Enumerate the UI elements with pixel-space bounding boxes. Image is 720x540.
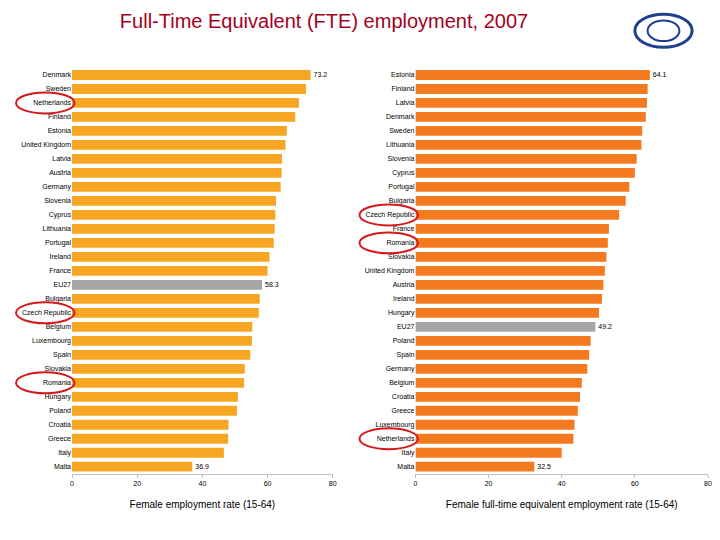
svg-text:Greece: Greece [48,435,71,442]
svg-text:73.2: 73.2 [314,71,328,78]
svg-text:Female full-time equivalent em: Female full-time equivalent employment r… [446,499,678,510]
svg-text:Finland: Finland [391,85,414,92]
svg-text:Hungary: Hungary [388,309,415,317]
svg-text:EU27: EU27 [53,281,71,288]
svg-text:Estonia: Estonia [48,127,71,134]
svg-text:United Kingdom: United Kingdom [365,267,415,275]
svg-text:France: France [393,225,415,232]
svg-text:United Kingdom: United Kingdom [21,141,71,149]
svg-text:40: 40 [198,480,206,487]
svg-text:Slovakia: Slovakia [45,365,72,372]
svg-text:Estonia: Estonia [391,71,414,78]
svg-text:20: 20 [485,480,493,487]
svg-text:Ireland: Ireland [393,295,415,302]
svg-text:Slovenia: Slovenia [388,155,415,162]
svg-text:Cyprus: Cyprus [49,211,72,219]
svg-text:Slovenia: Slovenia [44,197,71,204]
svg-text:Sweden: Sweden [389,127,414,134]
svg-text:Romania: Romania [43,379,71,386]
svg-text:Latvia: Latvia [396,99,415,106]
svg-text:0: 0 [70,480,74,487]
svg-text:80: 80 [704,480,712,487]
svg-text:Belgium: Belgium [46,323,71,331]
svg-text:Female employment rate (15-64): Female employment rate (15-64) [130,499,276,510]
svg-text:Full-Time Equivalent (FTE) emp: Full-Time Equivalent (FTE) employment, 2… [120,10,528,32]
svg-text:Lithuania: Lithuania [386,141,415,148]
svg-text:Poland: Poland [49,407,71,414]
svg-text:Netherlands: Netherlands [33,99,71,106]
svg-text:Bulgaria: Bulgaria [389,197,415,205]
svg-text:Netherlands: Netherlands [377,435,415,442]
svg-text:Romania: Romania [386,239,414,246]
svg-text:Spain: Spain [53,351,71,359]
svg-text:40: 40 [558,480,566,487]
svg-text:EU27: EU27 [397,323,415,330]
svg-text:Malta: Malta [397,463,414,470]
svg-text:Ireland: Ireland [50,253,72,260]
svg-text:Malta: Malta [54,463,71,470]
svg-text:Sweden: Sweden [46,85,71,92]
svg-text:49.2: 49.2 [598,323,612,330]
svg-text:Denmark: Denmark [386,113,415,120]
svg-text:64.1: 64.1 [653,71,667,78]
svg-text:Austria: Austria [49,169,71,176]
svg-text:Portugal: Portugal [45,239,72,247]
svg-text:Austria: Austria [393,281,415,288]
svg-text:Czech Republic: Czech Republic [22,309,72,317]
svg-text:Poland: Poland [393,337,415,344]
svg-text:Italy: Italy [58,449,71,457]
svg-text:58.3: 58.3 [265,281,279,288]
svg-text:Portugal: Portugal [388,183,415,191]
svg-text:Lithuania: Lithuania [43,225,72,232]
svg-text:Slovakia: Slovakia [388,253,415,260]
svg-text:Latvia: Latvia [52,155,71,162]
svg-text:France: France [49,267,71,274]
svg-text:Luxembourg: Luxembourg [376,421,415,429]
svg-text:Luxembourg: Luxembourg [32,337,71,345]
svg-text:20: 20 [133,480,141,487]
svg-text:Croatia: Croatia [48,421,71,428]
svg-text:Finland: Finland [48,113,71,120]
svg-text:0: 0 [413,480,417,487]
svg-text:Italy: Italy [402,449,415,457]
svg-text:Czech Republic: Czech Republic [365,211,415,219]
svg-text:60: 60 [264,480,272,487]
svg-text:Belgium: Belgium [389,379,414,387]
svg-text:Cyprus: Cyprus [392,169,415,177]
svg-text:Croatia: Croatia [392,393,415,400]
svg-text:Spain: Spain [397,351,415,359]
svg-text:Hungary: Hungary [45,393,72,401]
svg-text:Bulgaria: Bulgaria [45,295,71,303]
svg-text:32.5: 32.5 [537,463,551,470]
svg-text:Germany: Germany [386,365,415,373]
svg-text:Greece: Greece [391,407,414,414]
svg-text:60: 60 [631,480,639,487]
svg-text:Denmark: Denmark [43,71,72,78]
svg-text:36.9: 36.9 [195,463,209,470]
svg-text:Germany: Germany [42,183,71,191]
svg-text:80: 80 [329,480,337,487]
